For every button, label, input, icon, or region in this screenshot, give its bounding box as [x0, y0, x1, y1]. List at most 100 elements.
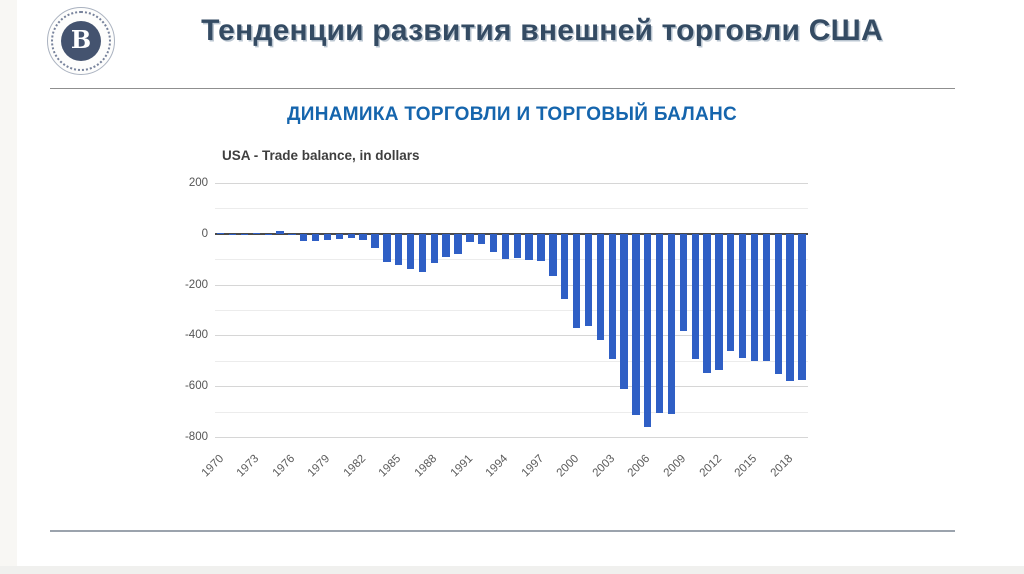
bar-2015	[750, 233, 759, 361]
bar-2016	[762, 233, 771, 362]
bar-1971	[228, 233, 237, 235]
bar-1996	[525, 233, 533, 261]
x-tick-label: 1988	[412, 452, 440, 480]
bar-1998	[549, 233, 557, 276]
y-tick-label: -200	[184, 278, 208, 291]
slide-left-margin	[0, 0, 17, 574]
bar-2012	[715, 233, 723, 371]
trade-balance-chart: USA - Trade balance, in dollars 200 0 -200…	[0, 140, 1024, 500]
bar-2002	[596, 233, 604, 341]
y-tick-label: -400	[184, 329, 208, 342]
gridline	[215, 208, 808, 210]
gridline	[215, 284, 808, 286]
gridline	[215, 183, 808, 184]
bar-2000	[572, 233, 581, 329]
bar-1980	[335, 233, 344, 239]
gridline	[215, 360, 808, 362]
bar-1999	[561, 233, 569, 300]
bar-1991	[466, 233, 474, 242]
bar-1995	[513, 233, 521, 259]
bar-2013	[727, 233, 735, 352]
bar-1973	[252, 233, 261, 235]
footer-divider	[50, 530, 955, 532]
x-tick-label: 1979	[305, 452, 333, 480]
bar-1997	[537, 233, 545, 262]
x-tick-label: 2012	[697, 452, 724, 480]
x-tick-label: 1982	[341, 452, 369, 480]
gridline	[215, 437, 808, 438]
bar-1970	[217, 233, 225, 234]
bar-2014	[738, 233, 747, 359]
gridline	[215, 386, 808, 388]
y-tick-label: 0	[201, 227, 208, 240]
x-tick-label: 2000	[554, 452, 582, 480]
zero-gridline	[215, 232, 808, 235]
x-tick-label: 1991	[448, 452, 475, 480]
hse-logo-text-ring	[51, 11, 111, 71]
bar-2018	[786, 233, 794, 382]
bar-1979	[323, 233, 332, 241]
bar-1981	[347, 233, 355, 238]
y-axis-labels: 200 0 -200 -400 -600 -800	[150, 177, 208, 443]
gridline	[215, 259, 808, 261]
x-tick-label: 2015	[732, 452, 760, 480]
gridline	[215, 310, 808, 311]
x-axis-labels: 1970 1973 1976 1979 1982 1985 1988 1991 1994 1997…	[199, 437, 808, 487]
x-tick-label: 2003	[590, 452, 618, 480]
y-tick-label: 200	[188, 177, 208, 189]
hse-logo-letter: В	[70, 25, 92, 54]
bar-1988	[430, 233, 438, 263]
bar-2005	[632, 233, 640, 416]
bar-1984	[383, 233, 391, 262]
slide-bottom-margin	[0, 566, 1024, 574]
bar-1975	[276, 230, 284, 234]
bar-1989	[442, 233, 450, 258]
x-tick-label: 1973	[234, 452, 262, 480]
bar-1992	[478, 233, 486, 244]
x-tick-label: 1997	[519, 452, 546, 480]
bar-1990	[454, 233, 462, 255]
slide-subtitle: ДИНАМИКА ТОРГОВЛИ И ТОРГОВЫЙ БАЛАНС	[286, 104, 738, 125]
gridline	[215, 335, 808, 337]
bar-1983	[371, 233, 379, 249]
bar-2007	[655, 233, 664, 413]
bar-1974	[264, 233, 272, 235]
bar-1976	[288, 233, 296, 236]
bar-1978	[312, 233, 320, 242]
bar-2006	[644, 233, 652, 428]
x-tick-label: 1970	[199, 452, 226, 480]
bar-2011	[703, 233, 711, 374]
y-tick-label: -800	[184, 431, 208, 443]
bar-1972	[240, 233, 249, 236]
y-tick-label: -600	[184, 380, 208, 393]
x-tick-label: 1985	[377, 452, 404, 480]
hse-logo-monogram: В	[61, 21, 101, 61]
x-tick-label: 2018	[768, 452, 796, 480]
bar-2010	[691, 233, 699, 360]
bar-2008	[667, 233, 676, 414]
bar-2017	[774, 233, 782, 375]
header-divider	[50, 88, 955, 89]
x-tick-label: 1976	[270, 452, 297, 480]
bar-1993	[489, 233, 498, 252]
bar-1977	[300, 233, 308, 241]
bar-1987	[418, 233, 427, 273]
bar-2019	[798, 233, 806, 381]
page-title: Тенденции развития внешней торговли США	[201, 14, 883, 47]
x-tick-label: 2006	[626, 452, 653, 480]
bar-1982	[359, 233, 367, 240]
gridline	[215, 411, 808, 413]
bar-2004	[620, 233, 628, 389]
hse-university-emblem-icon: В	[47, 7, 115, 75]
bar-1985	[395, 233, 403, 265]
x-tick-label: 2009	[661, 452, 689, 480]
bar-1986	[406, 233, 415, 269]
bar-2001	[584, 233, 593, 326]
chart-title: USA - Trade balance, in dollars	[222, 148, 420, 163]
bar-1994	[501, 233, 510, 259]
x-tick-label: 1994	[483, 452, 511, 480]
bar-2009	[679, 233, 688, 332]
bar-2003	[608, 233, 616, 360]
plot-area	[215, 183, 808, 438]
